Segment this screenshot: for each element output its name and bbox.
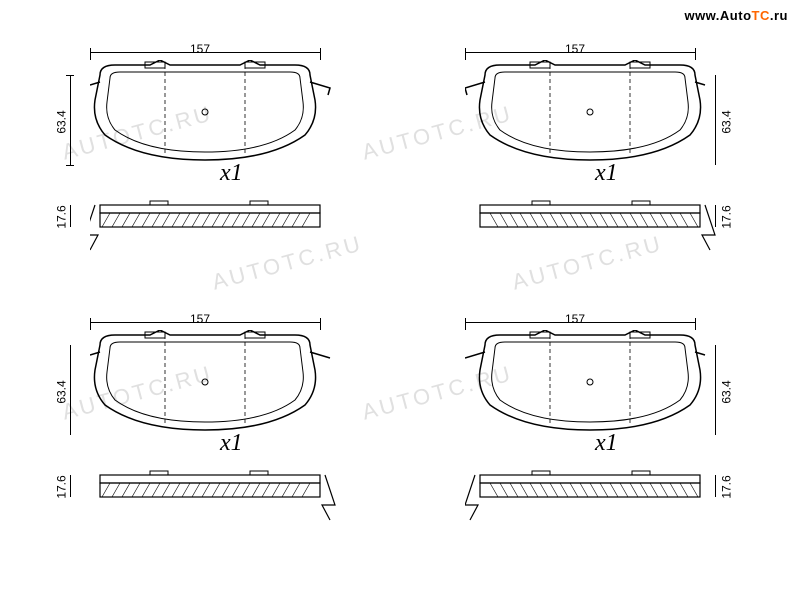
brake-pad-side-view [90, 195, 350, 255]
dim-width: 157 [190, 42, 210, 56]
dim-line [70, 205, 71, 227]
dim-tick [90, 318, 91, 330]
pad-cell-3: 157 63.4 x1 17.6 [40, 310, 385, 560]
dim-thickness: 17.6 [720, 475, 734, 498]
url-accent: TC [752, 8, 770, 23]
watermark-url: www.AutoTC.ru [684, 8, 788, 23]
dim-line [715, 205, 716, 227]
dim-line [715, 75, 716, 165]
url-main: Auto [720, 8, 752, 23]
dim-tick [465, 48, 466, 60]
pad-cell-4: 157 63.4 x1 17.6 [415, 310, 760, 560]
dim-tick [695, 48, 696, 60]
brake-pad-side-view [465, 195, 725, 255]
quantity-label: x1 [595, 160, 618, 187]
diagram-grid: 157 63.4 x1 17.6 [40, 40, 760, 560]
brake-pad-front-view [90, 60, 340, 180]
dim-height: 63.4 [720, 380, 734, 403]
pad-cell-2: 157 63.4 x1 17.6 [415, 40, 760, 290]
dim-width: 157 [565, 42, 585, 56]
url-prefix: www. [684, 8, 719, 23]
brake-pad-side-view [465, 465, 725, 525]
dim-tick [66, 75, 74, 76]
dim-thickness: 17.6 [55, 475, 69, 498]
dim-width: 157 [565, 312, 585, 326]
quantity-label: x1 [595, 430, 618, 457]
dim-tick [66, 165, 74, 166]
dim-tick [465, 318, 466, 330]
dim-line [715, 475, 716, 497]
dim-tick [90, 48, 91, 60]
dim-height: 63.4 [55, 380, 69, 403]
brake-pad-front-view [465, 330, 715, 450]
dim-line [70, 475, 71, 497]
pad-cell-1: 157 63.4 x1 17.6 [40, 40, 385, 290]
dim-tick [320, 318, 321, 330]
dim-line [715, 345, 716, 435]
brake-pad-front-view [465, 60, 715, 180]
dim-width: 157 [190, 312, 210, 326]
dim-height: 63.4 [720, 110, 734, 133]
dim-line [70, 75, 71, 165]
quantity-label: x1 [220, 160, 243, 187]
brake-pad-front-view [90, 330, 340, 450]
dim-tick [320, 48, 321, 60]
url-suffix: .ru [770, 8, 788, 23]
dim-line [70, 345, 71, 435]
dim-tick [695, 318, 696, 330]
dim-thickness: 17.6 [720, 205, 734, 228]
dim-height: 63.4 [55, 110, 69, 133]
brake-pad-side-view [90, 465, 350, 525]
quantity-label: x1 [220, 430, 243, 457]
dim-thickness: 17.6 [55, 205, 69, 228]
